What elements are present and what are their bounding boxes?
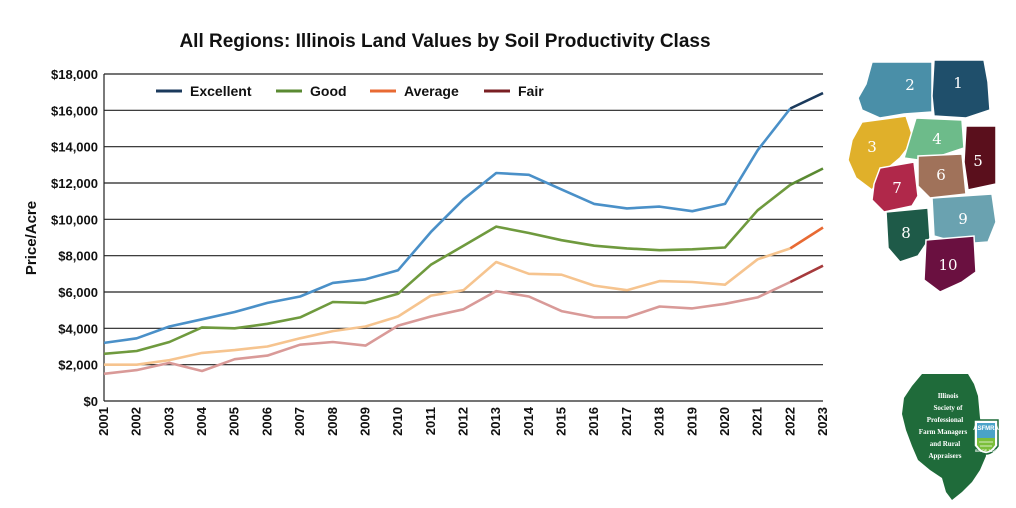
x-tick-label: 2015: [554, 407, 569, 436]
map-label-10: 10: [938, 256, 957, 274]
logo-line-1: Illinois: [938, 392, 959, 400]
series-line-good: [103, 183, 792, 356]
series-lines: [103, 91, 824, 376]
legend-label-average: Average: [404, 83, 459, 99]
map-region-1: [931, 59, 991, 119]
x-tick-label: 2011: [423, 407, 438, 435]
x-tick-label: 2019: [684, 407, 699, 436]
x-tick-label: 2016: [586, 407, 601, 436]
x-tick-label: 2017: [619, 407, 634, 436]
chart-legend: Excellent Good Average Fair: [156, 83, 544, 99]
map-label-4: 4: [932, 130, 942, 148]
x-tick-label: 2014: [521, 406, 536, 436]
map-region-10: [923, 235, 977, 293]
map-region-8: [885, 207, 931, 263]
y-tick-label: $12,000: [51, 176, 98, 191]
x-tick-label: 2004: [194, 406, 209, 436]
x-tick-label: 2001: [96, 407, 111, 436]
series-recent-average: [789, 226, 824, 250]
map-label-2: 2: [905, 76, 915, 94]
series-line-fair: [103, 280, 791, 376]
series-line-average: [104, 247, 791, 367]
x-tick-label: 2018: [652, 407, 667, 436]
x-tick-label: 2022: [782, 407, 797, 436]
logo-line-5: and Rural: [930, 440, 961, 448]
chart-title: All Regions: Illinois Land Values by Soi…: [179, 31, 710, 52]
logo-line-2: Society of: [934, 404, 964, 412]
y-tick-label: $4,000: [58, 321, 98, 336]
y-tick-label: $16,000: [51, 103, 98, 118]
series-recent-excellent: [789, 91, 824, 110]
map-label-8: 8: [901, 224, 911, 242]
legend-label-good: Good: [310, 83, 347, 99]
x-tick-label: 2005: [227, 407, 242, 436]
logo-line-6: Appraisers: [928, 452, 961, 460]
y-tick-label: $2,000: [58, 358, 98, 373]
y-tick-label: $18,000: [51, 67, 98, 82]
illinois-regions-map: 2 1 3 4 5 6 7 8 9 10: [847, 59, 997, 293]
map-label-3: 3: [867, 138, 877, 156]
series-line-excellent: [103, 107, 792, 345]
x-tick-label: 2023: [815, 407, 830, 436]
x-tick-label: 2002: [129, 407, 144, 436]
y-axis-label: Price/Acre: [23, 201, 40, 275]
series-excellent: [103, 91, 824, 345]
map-label-6: 6: [936, 166, 946, 184]
ispfmra-logo: Illinois Society of Professional Farm Ma…: [902, 374, 999, 500]
x-tick-label: 2009: [357, 407, 372, 436]
map-label-1: 1: [953, 74, 963, 92]
logo-line-4: Farm Managers: [919, 428, 968, 436]
badge-subtext: SINCE 1927: [975, 448, 998, 453]
series-average: [104, 226, 824, 367]
x-tick-label: 2006: [259, 407, 274, 436]
badge-text: ASFMRA: [973, 426, 999, 432]
y-tick-label: $10,000: [51, 212, 98, 227]
map-label-7: 7: [892, 179, 902, 197]
map-region-2: [857, 61, 933, 119]
series-fair: [103, 264, 824, 376]
series-recent-good: [789, 167, 824, 186]
series-good: [103, 167, 824, 356]
map-region-5: [963, 125, 997, 191]
y-tick-label: $6,000: [58, 285, 98, 300]
x-tick-label: 2012: [456, 407, 471, 436]
x-tick-label: 2021: [750, 407, 765, 436]
y-tick-label: $8,000: [58, 249, 98, 264]
asfmra-badge: ASFMRA SINCE 1927: [973, 419, 999, 455]
x-tick-label: 2013: [488, 407, 503, 436]
y-tick-label: $0: [84, 394, 98, 409]
map-label-5: 5: [973, 152, 983, 170]
legend-label-excellent: Excellent: [190, 83, 252, 99]
map-region-6: [917, 153, 967, 199]
x-tick-label: 2003: [161, 407, 176, 436]
y-axis-ticks: $0 $2,000 $4,000 $6,000 $8,000 $10,000 $12,000…: [51, 67, 98, 409]
x-tick-label: 2007: [292, 407, 307, 436]
x-tick-label: 2008: [325, 407, 340, 436]
logo-line-3: Professional: [927, 416, 963, 424]
x-tick-label: 2010: [390, 407, 405, 436]
x-axis-ticks: 2001 2002 2003 2004 2005 2006 2007 2008 2009 2010…: [96, 406, 830, 436]
series-recent-fair: [789, 264, 824, 284]
illinois-outline-logo: [902, 374, 986, 500]
x-tick-label: 2020: [717, 407, 732, 436]
map-label-9: 9: [958, 210, 968, 228]
y-tick-label: $14,000: [51, 140, 98, 155]
legend-label-fair: Fair: [518, 83, 544, 99]
map-region-7: [871, 161, 919, 213]
map-region-9: [931, 193, 997, 245]
